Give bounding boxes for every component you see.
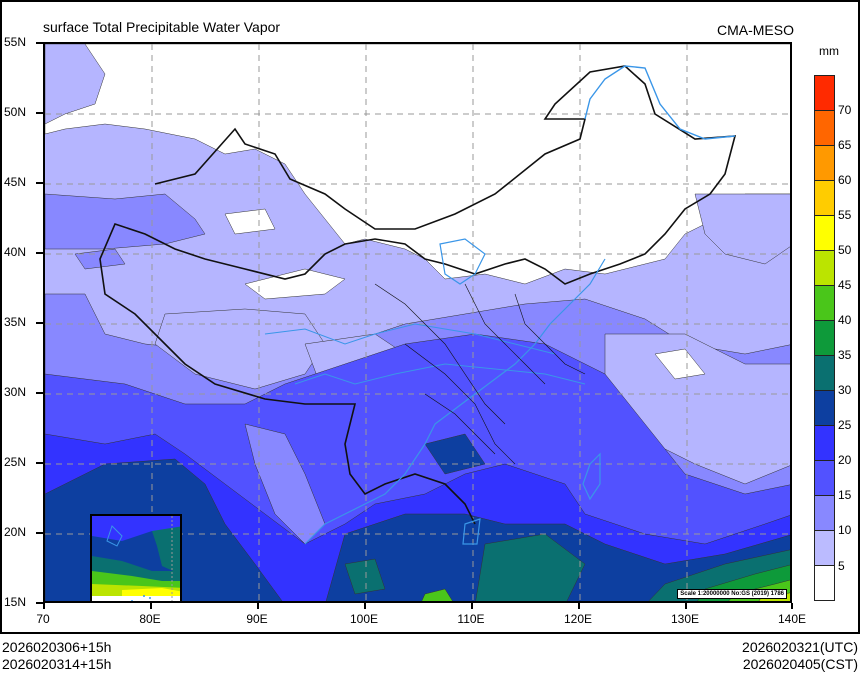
colorbar-swatch bbox=[814, 566, 835, 601]
map-contours bbox=[45, 44, 790, 601]
colorbar-swatch bbox=[814, 461, 835, 496]
colorbar-swatch bbox=[814, 286, 835, 321]
lon-label: 70 bbox=[36, 612, 50, 626]
lon-label: 140E bbox=[777, 612, 807, 626]
colorbar-label: 50 bbox=[838, 243, 852, 257]
lon-tick bbox=[43, 603, 45, 609]
lat-label: 55N bbox=[4, 35, 27, 49]
lat-tick bbox=[36, 182, 43, 184]
colorbar-label: 20 bbox=[838, 453, 852, 467]
lat-tick bbox=[36, 112, 43, 114]
model-source-label: CMA-MESO bbox=[717, 22, 794, 38]
colorbar-label: 15 bbox=[838, 488, 852, 502]
colorbar-swatch bbox=[814, 496, 835, 531]
lon-tick bbox=[471, 603, 473, 609]
colorbar-unit: mm bbox=[819, 44, 839, 58]
colorbar-swatch bbox=[814, 426, 835, 461]
precipitable-water-map: Scale 1:40000000 Scale 1:20000000 No:GS … bbox=[43, 42, 792, 603]
colorbar-label: 10 bbox=[838, 523, 852, 537]
valid-time-cst: 2026020405(CST) bbox=[742, 656, 858, 672]
lat-label: 20N bbox=[4, 525, 27, 539]
colorbar-label: 70 bbox=[838, 103, 852, 117]
colorbar bbox=[814, 75, 835, 601]
colorbar-swatch bbox=[814, 251, 835, 286]
lat-label: 15N bbox=[4, 595, 27, 609]
inset-map bbox=[92, 516, 180, 601]
colorbar-label: 5 bbox=[838, 559, 845, 573]
init-time-info: 2026020306+15h 2026020314+15h bbox=[2, 639, 111, 673]
colorbar-swatch bbox=[814, 111, 835, 146]
lat-label: 35N bbox=[4, 315, 27, 329]
colorbar-swatch bbox=[814, 321, 835, 356]
init-time-cst: 2026020314+15h bbox=[2, 656, 112, 672]
lon-tick bbox=[578, 603, 580, 609]
init-time-utc: 2026020306+15h bbox=[2, 639, 112, 655]
lat-label: 30N bbox=[4, 385, 27, 399]
lon-label: 100E bbox=[349, 612, 379, 626]
colorbar-label: 55 bbox=[838, 208, 852, 222]
lon-tick bbox=[685, 603, 687, 609]
colorbar-swatch bbox=[814, 391, 835, 426]
valid-time-info: 2026020321(UTC) 2026020405(CST) bbox=[742, 639, 858, 673]
colorbar-swatch bbox=[814, 216, 835, 251]
colorbar-swatch bbox=[814, 75, 835, 111]
lat-label: 25N bbox=[4, 455, 27, 469]
lon-label: 90E bbox=[246, 612, 268, 626]
lon-label: 120E bbox=[563, 612, 593, 626]
lon-label: 110E bbox=[457, 612, 485, 626]
colorbar-swatch bbox=[814, 356, 835, 391]
lat-tick bbox=[36, 392, 43, 394]
lat-tick bbox=[36, 252, 43, 254]
lat-tick bbox=[36, 602, 43, 604]
lat-tick bbox=[36, 42, 43, 44]
valid-time-utc: 2026020321(UTC) bbox=[742, 639, 858, 655]
colorbar-swatch bbox=[814, 146, 835, 181]
lon-tick bbox=[150, 603, 152, 609]
colorbar-label: 65 bbox=[838, 138, 852, 152]
lat-tick bbox=[36, 462, 43, 464]
chart-title: surface Total Precipitable Water Vapor bbox=[43, 19, 281, 35]
colorbar-label: 45 bbox=[838, 278, 852, 292]
colorbar-label: 30 bbox=[838, 383, 852, 397]
south-china-sea-inset: Scale 1:40000000 bbox=[90, 514, 182, 601]
lon-label: 80E bbox=[139, 612, 161, 626]
lon-tick bbox=[257, 603, 259, 609]
colorbar-label: 60 bbox=[838, 173, 852, 187]
colorbar-swatch bbox=[814, 181, 835, 216]
lat-label: 45N bbox=[4, 175, 27, 189]
main-scale-label: Scale 1:20000000 No:GS (2019) 1786 bbox=[677, 589, 787, 599]
lon-tick bbox=[364, 603, 366, 609]
colorbar-label: 25 bbox=[838, 418, 852, 432]
lat-label: 50N bbox=[4, 105, 27, 119]
colorbar-label: 35 bbox=[838, 348, 852, 362]
lon-label: 130E bbox=[670, 612, 700, 626]
figure-frame bbox=[0, 0, 860, 634]
colorbar-swatch bbox=[814, 531, 835, 566]
lat-label: 40N bbox=[4, 245, 27, 259]
lat-tick bbox=[36, 532, 43, 534]
lat-tick bbox=[36, 322, 43, 324]
lon-tick bbox=[791, 603, 793, 609]
colorbar-label: 40 bbox=[838, 313, 852, 327]
